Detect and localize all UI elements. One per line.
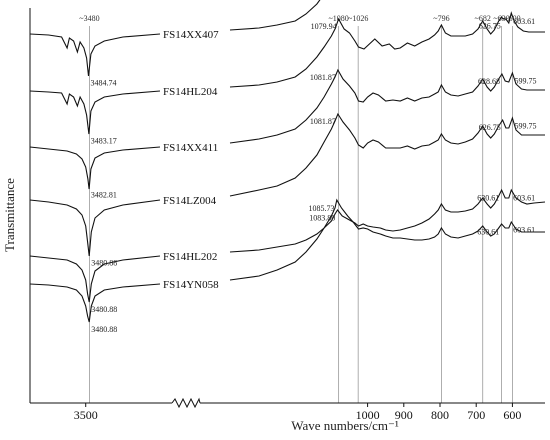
axis-break	[171, 397, 201, 409]
peak-label-FS14LZ004-3480.88: 3480.88	[91, 259, 117, 268]
curve-left-FS14YN058	[29, 283, 161, 323]
peak-label-FS14HL202-1083.8: 1083.80	[309, 214, 335, 223]
curve-left-FS14LZ004	[29, 199, 161, 257]
series-label-FS14YN058: FS14YN058	[163, 279, 219, 291]
ref-label-682: ~682	[475, 14, 491, 23]
x-tick-label-900: 900	[395, 408, 413, 422]
peak-label-FS14XX411-599.75: 599.75	[515, 76, 537, 85]
peak-label-FS14HL204-3483.17: 3483.17	[91, 137, 117, 146]
peak-label-FS14XX411-1081.87: 1081.87	[310, 73, 336, 82]
peak-label-FS14XX411-628.68: 628.68	[478, 77, 500, 86]
annotations: FS14XX4073484.741078.01624.82597.82FS14H…	[91, 17, 537, 334]
curve-right-FS14LZ004	[229, 112, 545, 197]
series-label-FS14XX407: FS14XX407	[163, 29, 219, 41]
ref-label-1026: ~1026	[348, 14, 368, 23]
curve-left-FS14XX411	[29, 146, 161, 190]
curve-right-FS14YN058	[229, 198, 545, 281]
peak-label-FS14XX411-3482.81: 3482.81	[91, 191, 117, 200]
peak-label-FS14YN058-3480.88: 3480.88	[91, 325, 117, 334]
x-tick-label-600: 600	[503, 408, 521, 422]
peak-label-FS14HL202-630.61: 630.61	[477, 194, 499, 203]
curve-right-FS14HL202	[229, 188, 546, 253]
curve-left-FS14HL204	[29, 90, 161, 135]
peak-label-FS14HL204-603.61: 603.61	[513, 17, 535, 26]
axes: 3500 1000 900 800 700 600	[29, 8, 545, 422]
ref-label-630: ~630	[493, 14, 509, 23]
series-label-FS14HL202: FS14HL202	[163, 251, 217, 263]
curve-left-FS14HL202	[29, 255, 161, 303]
curve-right-FS14XX411	[229, 68, 545, 144]
series-label-FS14LZ004: FS14LZ004	[163, 195, 217, 207]
x-tick-label-700: 700	[467, 408, 485, 422]
peak-label-FS14YN058-603.61: 603.61	[513, 226, 535, 235]
curve-right-FS14HL204	[229, 11, 545, 88]
peak-label-FS14LZ004-1081.87: 1081.87	[310, 117, 336, 126]
peak-label-FS14YN058-1085.73: 1085.73	[309, 204, 335, 213]
spectrum-curves	[29, 0, 546, 323]
peak-label-FS14HL204-1079.94: 1079.94	[311, 22, 337, 31]
peak-label-FS14LZ004-599.75: 599.75	[515, 121, 537, 130]
peak-label-FS14XX407-3484.74: 3484.74	[91, 79, 117, 88]
series-label-FS14XX411: FS14XX411	[163, 142, 218, 154]
peak-label-FS14LZ004-626.75: 626.75	[479, 123, 501, 132]
peak-label-FS14HL204-626.75: 626.75	[479, 22, 501, 31]
x-tick-label-3500: 3500	[74, 408, 98, 422]
ref-label-3480: ~3480	[79, 14, 99, 23]
x-tick-label-1000: 1000	[356, 408, 380, 422]
ref-label-600: ~600	[504, 14, 520, 23]
y-axis-label: Transmittance	[2, 178, 17, 252]
series-label-FS14HL204: FS14HL204	[163, 86, 218, 98]
x-axis-label: Wave numbers/cm⁻¹	[291, 418, 399, 433]
x-tick-label-800: 800	[431, 408, 449, 422]
ref-label-796: ~796	[433, 14, 449, 23]
peak-label-FS14HL202-3480.88: 3480.88	[91, 305, 117, 314]
curve-left-FS14XX407	[29, 33, 161, 77]
reference-lines: ~3480 ~1080 ~1026 ~796 ~682 ~630~600	[79, 14, 521, 403]
peak-label-FS14HL202-603.61: 603.61	[513, 194, 535, 203]
peak-label-FS14YN058-630.61: 630.61	[477, 227, 499, 236]
